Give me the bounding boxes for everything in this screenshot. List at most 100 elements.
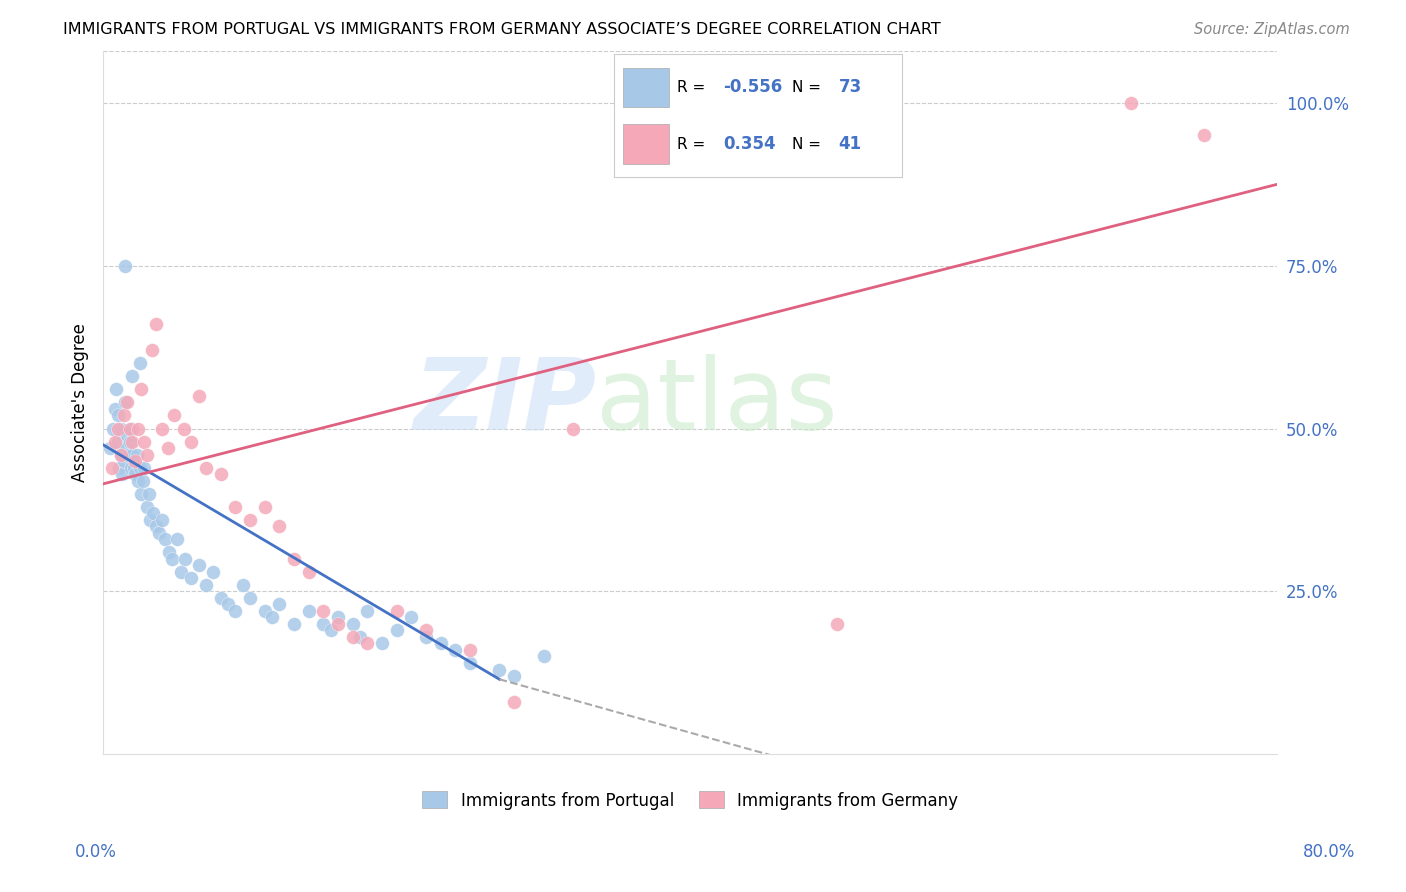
Point: [136, 500, 159, 514]
Point: [356, 604, 378, 618]
Point: [371, 636, 394, 650]
Point: [156, 441, 179, 455]
Point: [217, 598, 239, 612]
Point: [117, 448, 139, 462]
Point: [269, 519, 291, 533]
Point: [444, 643, 467, 657]
Point: [298, 604, 321, 618]
Point: [415, 624, 437, 638]
Point: [150, 421, 173, 435]
Point: [107, 434, 129, 449]
Text: IMMIGRANTS FROM PORTUGAL VS IMMIGRANTS FROM GERMANY ASSOCIATE’S DEGREE CORRELATI: IMMIGRANTS FROM PORTUGAL VS IMMIGRANTS F…: [63, 22, 941, 37]
Point: [122, 460, 145, 475]
Point: [103, 421, 125, 435]
Text: ZIP: ZIP: [413, 354, 596, 451]
Point: [128, 356, 150, 370]
Point: [319, 624, 342, 638]
Point: [162, 409, 184, 423]
Point: [110, 421, 132, 435]
Point: [129, 383, 152, 397]
Point: [145, 318, 167, 332]
Point: [128, 460, 150, 475]
Point: [356, 636, 378, 650]
Point: [153, 533, 176, 547]
Point: [209, 591, 232, 605]
Point: [312, 616, 335, 631]
Point: [134, 460, 156, 475]
Point: [141, 343, 163, 358]
Point: [105, 383, 128, 397]
Point: [326, 616, 349, 631]
Point: [112, 454, 135, 468]
Point: [110, 448, 132, 462]
Point: [503, 695, 526, 709]
Point: [488, 663, 510, 677]
Point: [187, 558, 209, 573]
Point: [385, 624, 408, 638]
Point: [312, 604, 335, 618]
Point: [104, 401, 127, 416]
Point: [1119, 95, 1142, 110]
Point: [180, 434, 202, 449]
Point: [283, 551, 305, 566]
Point: [118, 421, 141, 435]
Point: [136, 448, 159, 462]
Point: [125, 448, 148, 462]
Point: [269, 598, 291, 612]
Point: [458, 643, 481, 657]
Y-axis label: Associate's Degree: Associate's Degree: [72, 323, 89, 482]
Point: [326, 610, 349, 624]
Point: [114, 259, 136, 273]
Point: [458, 656, 481, 670]
Point: [298, 565, 321, 579]
Point: [114, 395, 136, 409]
Point: [107, 421, 129, 435]
Point: [112, 409, 135, 423]
Text: Source: ZipAtlas.com: Source: ZipAtlas.com: [1194, 22, 1350, 37]
Point: [253, 604, 276, 618]
Point: [342, 616, 364, 631]
Point: [401, 610, 423, 624]
Point: [121, 421, 143, 435]
Text: atlas: atlas: [596, 354, 838, 451]
Point: [173, 421, 195, 435]
Point: [142, 506, 165, 520]
Point: [114, 441, 136, 455]
Text: 0.0%: 0.0%: [75, 843, 117, 861]
Point: [120, 460, 142, 475]
Point: [194, 460, 217, 475]
Point: [239, 513, 262, 527]
Point: [825, 616, 848, 631]
Point: [139, 513, 162, 527]
Point: [124, 467, 146, 482]
Point: [232, 578, 254, 592]
Point: [111, 467, 134, 482]
Point: [166, 533, 188, 547]
Point: [533, 649, 555, 664]
Point: [1192, 128, 1215, 143]
Point: [108, 460, 131, 475]
Point: [239, 591, 262, 605]
Point: [415, 630, 437, 644]
Point: [342, 630, 364, 644]
Point: [194, 578, 217, 592]
Point: [101, 460, 124, 475]
Text: 80.0%: 80.0%: [1302, 843, 1355, 861]
Point: [429, 636, 451, 650]
Point: [118, 434, 141, 449]
Point: [160, 551, 183, 566]
Point: [127, 421, 149, 435]
Point: [132, 474, 155, 488]
Point: [121, 434, 143, 449]
Point: [187, 389, 209, 403]
Point: [121, 369, 143, 384]
Point: [209, 467, 232, 482]
Point: [253, 500, 276, 514]
Point: [124, 454, 146, 468]
Point: [157, 545, 180, 559]
Point: [260, 610, 283, 624]
Point: [104, 434, 127, 449]
Point: [107, 409, 129, 423]
Point: [121, 448, 143, 462]
Point: [170, 565, 193, 579]
